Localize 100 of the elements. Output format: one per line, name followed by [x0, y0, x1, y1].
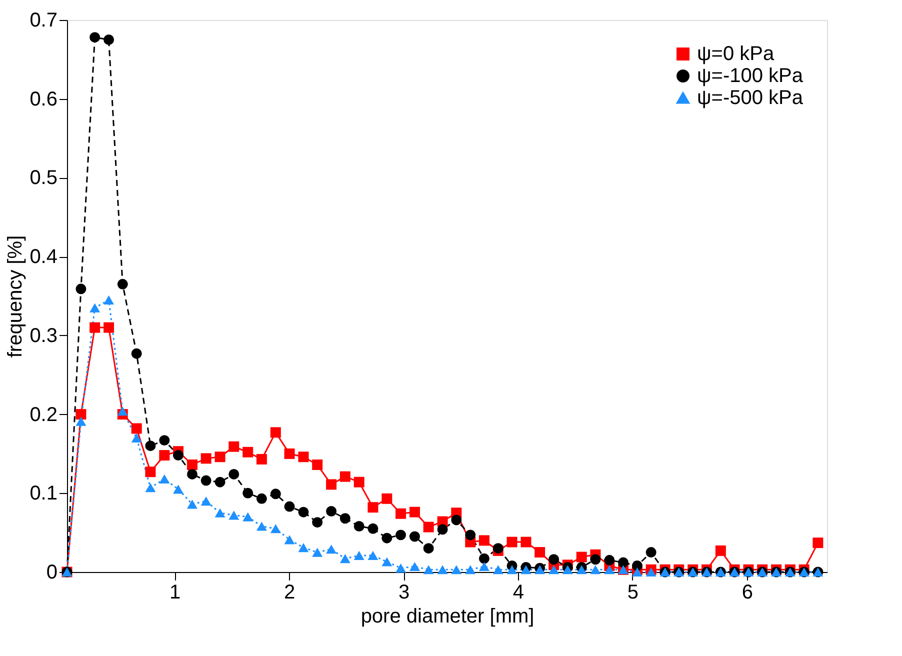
- point: [159, 435, 170, 446]
- point: [326, 544, 337, 554]
- point: [465, 565, 476, 574]
- y-tick-label: 0: [46, 562, 58, 584]
- point: [576, 552, 587, 562]
- point: [382, 532, 392, 544]
- point: [200, 453, 212, 464]
- point: [228, 510, 240, 520]
- point: [90, 322, 100, 333]
- point: [520, 536, 532, 548]
- point: [437, 565, 448, 574]
- point: [117, 406, 128, 416]
- point: [242, 512, 254, 522]
- point: [256, 454, 267, 464]
- point: [256, 493, 267, 504]
- point: [228, 441, 240, 452]
- point: [590, 565, 601, 574]
- point: [90, 32, 100, 43]
- point: [396, 564, 406, 573]
- point: [340, 513, 350, 524]
- point: [242, 488, 254, 498]
- point: [117, 278, 128, 290]
- point: [340, 554, 350, 564]
- point: [465, 530, 476, 540]
- y-tick-label: 0.6: [30, 88, 58, 110]
- point: [104, 322, 114, 333]
- point: [298, 452, 309, 462]
- point: [284, 501, 295, 512]
- point: [90, 303, 100, 312]
- point: [76, 416, 86, 426]
- y-tick-label: 0.2: [30, 404, 58, 426]
- point: [354, 521, 364, 532]
- x-axis-title: pore diameter [mm]: [360, 606, 534, 628]
- point: [326, 479, 337, 490]
- point: [520, 565, 532, 574]
- point: [548, 565, 560, 574]
- point: [548, 554, 560, 565]
- point: [409, 531, 420, 542]
- point: [228, 468, 240, 480]
- point: [131, 433, 142, 442]
- point: [354, 550, 364, 560]
- point: [298, 543, 309, 552]
- legend-label: ψ=-100 kPa: [697, 65, 804, 87]
- x-tick-label: 2: [284, 582, 296, 604]
- y-tick-label: 0.1: [30, 482, 58, 505]
- point: [173, 484, 184, 494]
- point: [312, 517, 323, 528]
- point: [423, 543, 434, 554]
- point: [214, 508, 226, 518]
- point: [186, 460, 198, 470]
- point: [646, 547, 656, 558]
- point: [478, 562, 490, 572]
- point: [451, 514, 462, 526]
- point: [200, 496, 212, 506]
- point: [409, 506, 420, 518]
- point: [159, 474, 170, 484]
- point: [506, 565, 518, 574]
- point: [368, 550, 378, 560]
- point: [186, 468, 198, 480]
- point: [492, 565, 504, 574]
- x-tick-label: 6: [742, 582, 753, 604]
- point: [131, 348, 142, 359]
- point: [270, 427, 281, 438]
- point: [312, 548, 323, 557]
- point: [409, 562, 420, 572]
- point: [423, 522, 434, 532]
- point: [159, 450, 170, 461]
- point: [604, 565, 615, 574]
- point: [214, 476, 226, 488]
- y-tick-label: 0.4: [30, 246, 58, 268]
- point: [562, 565, 573, 574]
- legend-label: ψ=-500 kPa: [697, 87, 804, 109]
- point: [145, 440, 156, 452]
- y-tick-label: 0.5: [30, 167, 58, 190]
- point: [812, 538, 824, 548]
- point: [382, 557, 392, 566]
- point: [340, 471, 350, 482]
- point: [104, 34, 114, 45]
- point: [214, 452, 226, 462]
- point: [618, 557, 629, 568]
- point: [145, 466, 156, 478]
- point: [270, 488, 281, 500]
- point: [145, 483, 156, 492]
- point: [451, 565, 462, 574]
- point: [396, 508, 406, 519]
- point: [284, 535, 295, 544]
- point: [506, 536, 518, 548]
- x-tick-label: 1: [170, 582, 181, 604]
- point: [76, 284, 86, 294]
- point: [104, 295, 114, 304]
- point: [186, 500, 198, 509]
- point: [312, 460, 323, 470]
- point: [437, 524, 448, 535]
- point: [715, 545, 726, 556]
- point: [632, 560, 642, 571]
- point: [131, 423, 142, 434]
- point: [646, 567, 656, 577]
- point: [200, 475, 212, 486]
- point: [590, 554, 601, 565]
- legend-label: ψ=0 kPa: [697, 43, 775, 65]
